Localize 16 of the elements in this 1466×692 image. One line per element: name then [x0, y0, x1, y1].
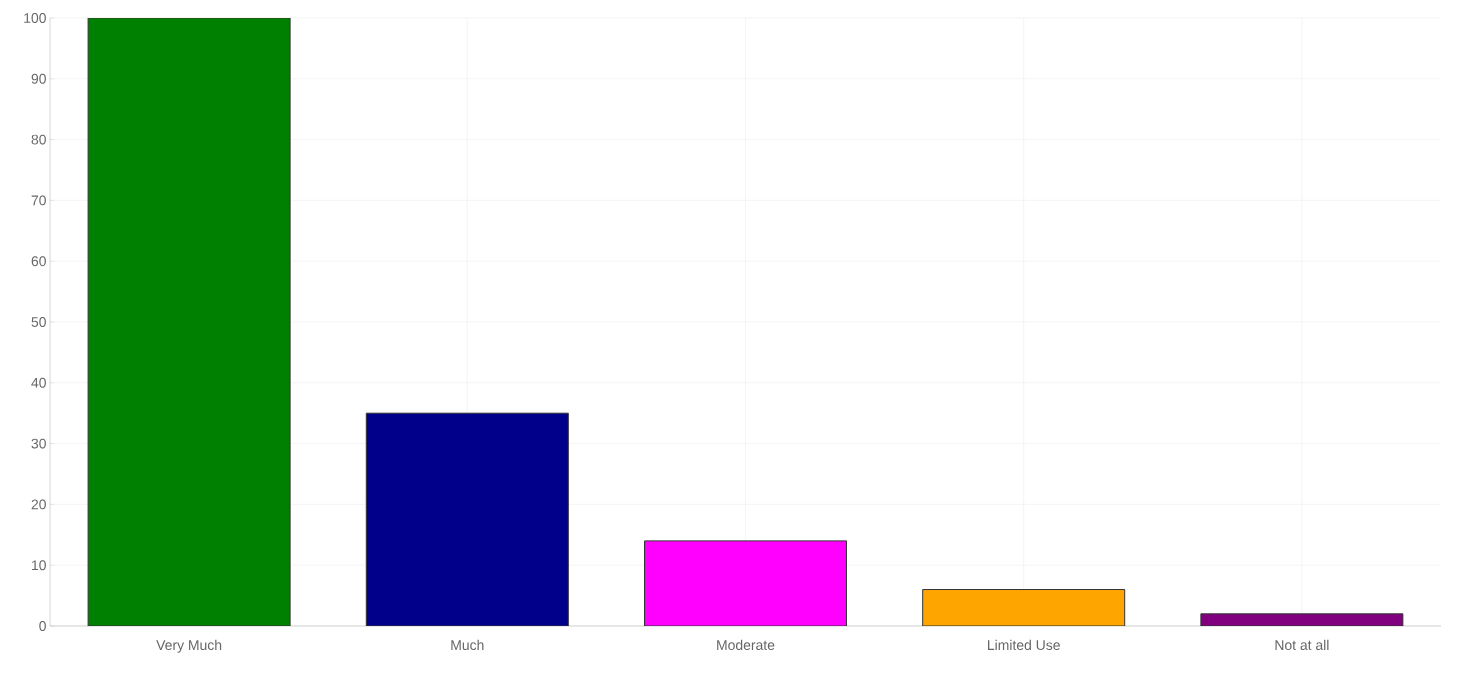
y-tick-label: 100 — [24, 13, 46, 23]
y-tick-label: 50 — [31, 317, 46, 327]
y-tick-label: 10 — [32, 560, 46, 571]
y-tick-label: 40 — [31, 377, 46, 388]
x-tick-label: Much — [451, 639, 484, 651]
x-tick-label: Limited Use — [988, 639, 1060, 651]
y-tick-label: 80 — [31, 134, 46, 145]
x-tick-label: Very Much — [156, 639, 222, 653]
y-tick-label: 60 — [31, 256, 46, 267]
y-tick-label: 30 — [31, 438, 46, 449]
y-tick-label: 0 — [39, 621, 46, 631]
y-tick-label: 90 — [31, 73, 46, 84]
x-tick-label: Not at all — [1275, 639, 1329, 651]
y-tick-label: 70 — [31, 195, 46, 206]
y-tick-label: 20 — [31, 499, 46, 510]
x-tick-label: Moderate — [717, 639, 775, 651]
